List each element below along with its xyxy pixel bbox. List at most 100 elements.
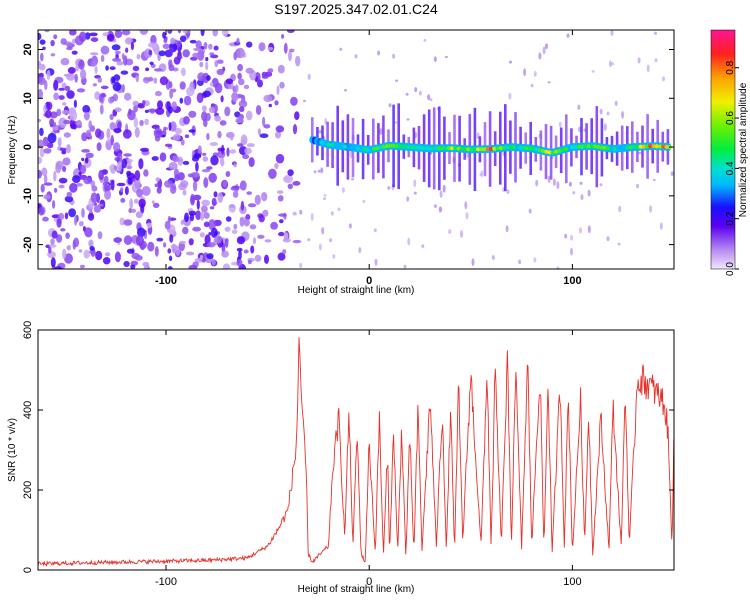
ridge-peak — [521, 145, 526, 150]
ridge-peak — [596, 144, 601, 149]
noise-dot — [433, 56, 437, 62]
noise-blob — [50, 257, 56, 268]
noise-dot — [318, 129, 322, 134]
noise-blob — [236, 259, 243, 267]
noise-dot — [564, 233, 568, 239]
noise-blob — [262, 116, 266, 127]
noise-blob — [208, 232, 212, 236]
noise-blob — [151, 156, 159, 161]
noise-blob — [186, 86, 195, 97]
noise-dot — [568, 181, 572, 187]
ridge-peak — [479, 147, 484, 152]
noise-blob — [222, 30, 229, 37]
noise-blob — [202, 152, 207, 156]
noise-blob — [267, 68, 274, 73]
noise-blob — [222, 180, 228, 188]
noise-blob — [278, 213, 287, 217]
noise-blob — [243, 84, 250, 90]
noise-dot — [652, 178, 656, 182]
noise-blob — [142, 100, 146, 106]
noise-blob — [237, 63, 244, 72]
noise-blob — [220, 157, 225, 167]
noise-blob — [168, 266, 173, 269]
ridge-peak — [641, 144, 647, 149]
noise-blob — [163, 38, 168, 44]
noise-blob — [151, 200, 155, 204]
noise-blob — [106, 33, 115, 42]
noise-blob — [124, 92, 132, 101]
noise-blob — [196, 199, 200, 210]
noise-blob — [58, 87, 66, 91]
noise-blob — [79, 164, 87, 174]
noise-blob — [153, 127, 163, 139]
noise-blob — [156, 237, 164, 242]
ridge-peak — [540, 149, 546, 153]
noise-blob — [114, 157, 121, 162]
noise-blob — [202, 90, 212, 98]
ridge-peak — [661, 144, 666, 149]
noise-dot — [528, 208, 532, 214]
noise-dot — [556, 266, 560, 269]
noise-blob — [114, 30, 123, 39]
noise-blob — [58, 177, 68, 184]
noise-blob — [140, 229, 147, 234]
noise-blob — [209, 82, 214, 87]
noise-dot — [572, 191, 576, 195]
ridge-peak — [632, 145, 637, 149]
noise-blob — [119, 217, 125, 226]
noise-dot — [418, 90, 422, 96]
noise-blob — [189, 39, 197, 44]
noise-blob — [38, 156, 43, 164]
noise-blob — [233, 163, 237, 168]
noise-blob — [213, 191, 218, 198]
noise-blob — [203, 177, 209, 189]
noise-blob — [183, 95, 192, 106]
noise-blob — [127, 177, 133, 185]
noise-blob — [152, 44, 158, 49]
noise-blob — [184, 134, 190, 138]
noise-blob — [236, 47, 245, 59]
noise-blob — [195, 40, 202, 50]
noise-blob — [264, 254, 269, 264]
ridge-peak — [589, 144, 595, 149]
noise-blob — [182, 49, 190, 58]
noise-blob — [146, 222, 152, 229]
noise-blob — [245, 214, 251, 221]
noise-blob — [56, 234, 63, 243]
ridge-peak — [599, 145, 604, 150]
ridge-peak — [472, 147, 478, 152]
noise-blob — [179, 240, 187, 245]
noise-blob — [169, 234, 174, 243]
noise-blob — [102, 257, 111, 265]
noise-dot — [358, 247, 362, 254]
spectrogram-x-axis-label: Height of straight line (km) — [298, 285, 415, 296]
noise-blob — [39, 147, 45, 158]
noise-blob — [133, 198, 139, 204]
noise-blob — [97, 77, 103, 83]
noise-dot — [339, 47, 343, 51]
noise-blob — [91, 185, 98, 192]
noise-blob — [195, 161, 199, 172]
ridge-peak — [397, 144, 403, 149]
noise-blob — [237, 143, 244, 147]
noise-blob — [101, 93, 106, 98]
noise-blob — [88, 239, 94, 248]
noise-dot — [530, 83, 534, 88]
noise-dot — [310, 212, 314, 221]
noise-blob — [248, 157, 255, 168]
noise-blob — [112, 82, 122, 92]
noise-blob — [43, 148, 52, 154]
colorbar-tick-label: 0.4 — [725, 161, 736, 175]
noise-blob — [81, 149, 90, 153]
colorbar-tick-label: 0.0 — [725, 262, 736, 276]
noise-blob — [229, 131, 234, 141]
noise-blob — [188, 129, 196, 133]
noise-blob — [52, 121, 57, 127]
noise-dot — [638, 151, 642, 155]
noise-blob — [120, 198, 126, 203]
noise-blob — [85, 152, 94, 159]
noise-blob — [53, 187, 58, 193]
noise-blob — [212, 30, 218, 37]
noise-blob — [48, 245, 52, 254]
